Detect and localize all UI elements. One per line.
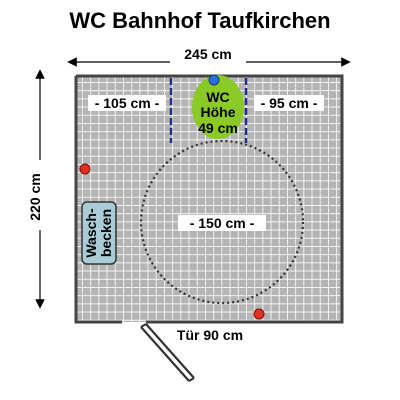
- turning-circle: [139, 139, 305, 305]
- sink-label-line2: becken: [98, 209, 114, 257]
- turning-circle-label: - 150 cm -: [190, 215, 255, 231]
- wc-flush-marker: [208, 74, 220, 86]
- wc-label: WC: [206, 89, 229, 105]
- sink: [81, 201, 117, 265]
- door: [140, 323, 195, 382]
- emergency-button-marker: [79, 163, 91, 175]
- light-switch-marker: [253, 308, 265, 320]
- right-distance-label: - 95 cm -: [261, 95, 318, 111]
- wc-height-value: 49 cm: [198, 120, 238, 136]
- left-distance-label: - 105 cm -: [95, 95, 160, 111]
- width-label: 245 cm: [184, 46, 231, 62]
- door-label: Tür 90 cm: [177, 327, 243, 343]
- plan-title: WC Bahnhof Taufkirchen: [69, 8, 331, 33]
- wc-height-label: Höhe: [201, 104, 236, 120]
- walls: [74, 74, 344, 324]
- height-label: 220 cm: [27, 173, 43, 220]
- sink-label-line1: Wasch-: [83, 208, 99, 258]
- wc-bowl: [192, 75, 244, 139]
